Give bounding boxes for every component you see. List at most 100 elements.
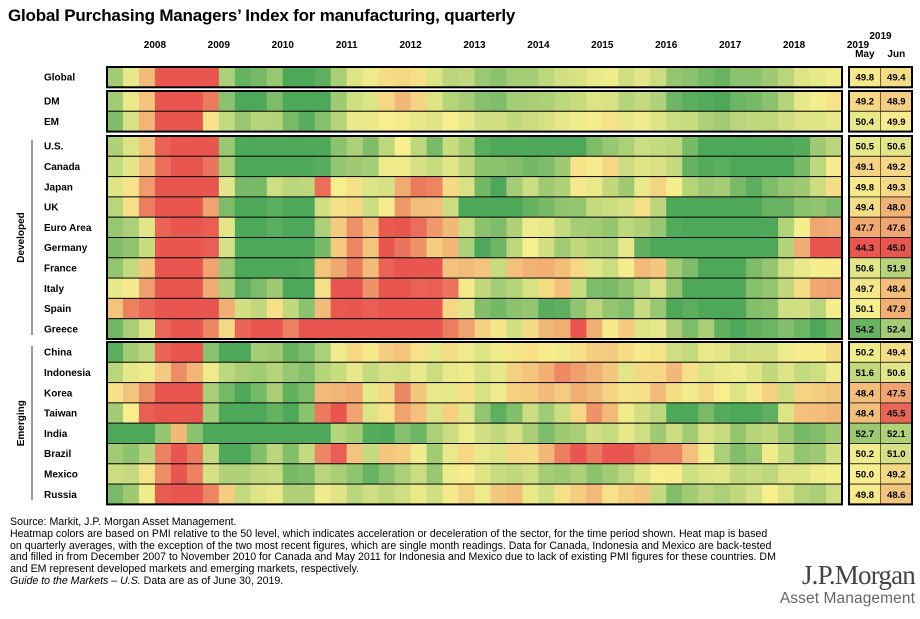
heatmap-cell	[170, 156, 188, 177]
heatmap-cell	[554, 196, 571, 218]
heatmap-cell	[506, 318, 523, 340]
heatmap-cell	[266, 91, 284, 112]
heatmap-cell	[554, 278, 571, 299]
heatmap-cell	[202, 382, 220, 404]
heatmap-cell	[186, 67, 204, 88]
heatmap-cell	[794, 402, 811, 424]
heatmap-cell	[762, 402, 779, 424]
heatmap-cell	[330, 318, 348, 340]
heatmap-cell	[394, 156, 411, 177]
heatmap-cell	[410, 217, 427, 238]
month-label: Jun	[887, 49, 905, 60]
heatmap-cell	[618, 362, 635, 383]
heatmap-cell	[522, 382, 539, 404]
heatmap-cell	[618, 382, 635, 404]
recent-group-border	[848, 66, 913, 89]
recent-value-label: 48.0	[887, 203, 906, 214]
heatmap-cell	[634, 402, 651, 424]
heatmap-cell	[330, 176, 348, 198]
heatmap-cell	[107, 443, 124, 465]
heatmap-cell	[107, 257, 124, 279]
heatmap-cell	[586, 237, 603, 259]
heatmap-cell	[490, 443, 507, 465]
heatmap-cell	[506, 67, 523, 88]
heatmap-cell	[506, 423, 523, 444]
heatmap-cell	[570, 362, 587, 383]
heatmap-cell	[666, 217, 683, 238]
heatmap-cell	[410, 362, 427, 383]
heatmap-cell	[650, 237, 667, 259]
heatmap-cell	[234, 318, 252, 340]
heatmap-cell	[170, 176, 188, 198]
heatmap-cell	[618, 443, 635, 465]
heatmap-cell	[698, 91, 715, 112]
heatmap-cell	[394, 402, 411, 424]
heatmap-cell	[250, 136, 268, 157]
methodology-note: Heatmap colors are based on PMI relative…	[10, 527, 776, 576]
heatmap-cell	[650, 298, 667, 319]
heatmap-cell	[202, 91, 220, 112]
heatmap-cell	[282, 342, 300, 363]
heatmap-cell	[282, 237, 300, 259]
heatmap-cell	[362, 237, 380, 259]
recent-cell	[849, 298, 881, 319]
heatmap-cell	[474, 67, 491, 88]
heatmap-cell	[714, 196, 731, 218]
heatmap-cell	[330, 136, 348, 157]
heatmap-cell	[586, 362, 603, 383]
heatmap-cell	[138, 342, 156, 363]
heatmap-cell	[522, 67, 539, 88]
heatmap-cell	[570, 156, 587, 177]
heatmap-cell	[107, 237, 124, 259]
recent-value-label: 50.6	[887, 368, 906, 379]
heatmap-cell	[346, 257, 364, 279]
heatmap-cell	[746, 362, 763, 383]
heatmap-cell	[474, 298, 491, 319]
heatmap-cell	[202, 443, 220, 465]
heatmap-cell	[778, 136, 795, 157]
heatmap-cell	[170, 237, 188, 259]
heatmap-cell	[634, 156, 651, 177]
heatmap-cell	[122, 298, 140, 319]
heatmap-cell	[154, 237, 172, 259]
heatmap-cell	[154, 136, 172, 157]
heatmap-cell	[730, 298, 747, 319]
heatmap-cell	[410, 237, 427, 259]
recent-cell	[880, 196, 912, 218]
heatmap-cell	[634, 196, 651, 218]
heatmap-cell	[698, 176, 715, 198]
heatmap-cell	[202, 196, 220, 218]
heatmap-cell	[810, 342, 827, 363]
heatmap-cell	[730, 382, 747, 404]
heatmap-cell	[282, 443, 300, 465]
heatmap-cell	[122, 278, 140, 299]
heatmap-cell	[458, 176, 475, 198]
heatmap-cell	[218, 136, 236, 157]
recent-cell	[849, 278, 881, 299]
heatmap-cell	[714, 156, 731, 177]
recent-value-label: 51.0	[887, 449, 906, 460]
heatmap-cell	[778, 463, 795, 485]
row-label: Spain	[44, 304, 71, 315]
heatmap-cell	[282, 136, 300, 157]
heatmap-cell	[107, 362, 124, 383]
heatmap-cell	[506, 402, 523, 424]
heatmap-cell	[266, 402, 284, 424]
recent-cell	[880, 237, 912, 258]
heatmap-cell	[746, 217, 763, 238]
heatmap-cell	[762, 484, 779, 505]
row-label: Germany	[44, 243, 88, 254]
heatmap-cell	[634, 298, 651, 319]
heatmap-cell	[107, 463, 124, 485]
heatmap-cell	[330, 423, 348, 444]
heatmap-cell	[778, 111, 795, 132]
recent-cell	[849, 402, 881, 424]
row-label: Mexico	[44, 469, 78, 480]
heatmap-cell	[234, 443, 252, 465]
heatmap-cell	[394, 318, 411, 340]
heatmap-cell	[170, 362, 188, 383]
heatmap-cell	[826, 484, 843, 505]
heatmap-cell	[266, 423, 284, 444]
heatmap-cell	[154, 298, 172, 319]
heatmap-cell	[650, 196, 667, 218]
